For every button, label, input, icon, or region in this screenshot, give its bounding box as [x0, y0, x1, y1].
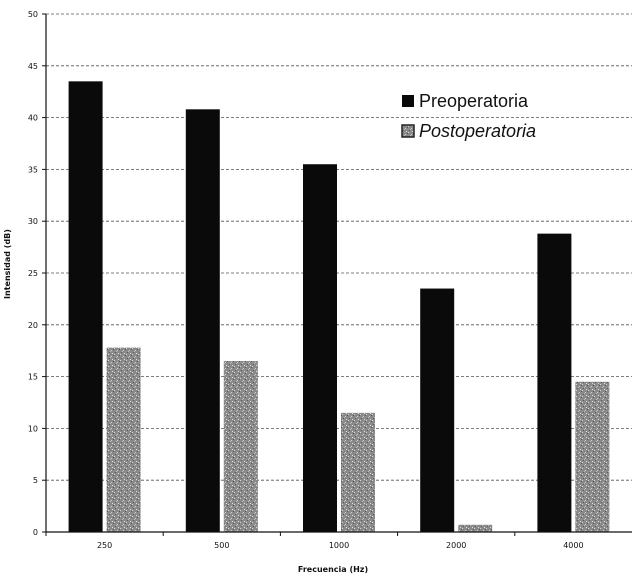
bar-postoperatoria-250: [106, 347, 141, 532]
y-tick-label: 50: [28, 10, 38, 19]
y-axis-title: Intensidad (dB): [3, 229, 12, 299]
bar-postoperatoria-2000: [458, 524, 493, 532]
bar-preoperatoria-1000: [303, 164, 337, 532]
bar-postoperatoria-4000: [575, 381, 610, 532]
x-tick-label: 1000: [329, 541, 349, 550]
bars: [68, 81, 610, 532]
x-axis-title: Frecuencia (Hz): [298, 565, 368, 574]
x-tick-labels: 250 500 1000 2000 4000: [45, 532, 584, 550]
legend-label-postoperatoria: Postoperatoria: [419, 121, 536, 141]
y-tick-label: 45: [28, 62, 38, 71]
bar-preoperatoria-4000: [537, 233, 572, 532]
y-tick-label: 25: [28, 269, 38, 278]
x-tick-label: 4000: [563, 541, 583, 550]
x-tick-label: 250: [97, 541, 112, 550]
bar-preoperatoria-250: [68, 81, 103, 532]
y-tick-labels: 0 5 10 15 20 25 30 35 40 45 50: [28, 10, 46, 537]
y-tick-label: 0: [33, 528, 38, 537]
bar-preoperatoria-500: [185, 109, 220, 532]
bar-postoperatoria-1000: [341, 412, 375, 532]
legend: Preoperatoria Postoperatoria: [401, 91, 536, 141]
x-tick-label: 2000: [446, 541, 466, 550]
legend-label-preoperatoria: Preoperatoria: [419, 91, 529, 111]
y-tick-label: 35: [28, 165, 38, 174]
bar-postoperatoria-500: [223, 361, 258, 532]
x-tick-label: 500: [214, 541, 229, 550]
bar-preoperatoria-2000: [420, 288, 455, 532]
legend-swatch-postoperatoria: [401, 124, 415, 138]
y-tick-label: 10: [28, 424, 38, 433]
gridlines: [46, 13, 632, 481]
y-tick-label: 5: [33, 476, 38, 485]
legend-swatch-preoperatoria: [402, 95, 414, 107]
y-tick-label: 15: [28, 373, 38, 382]
y-tick-label: 40: [28, 114, 38, 123]
y-tick-label: 30: [28, 217, 38, 226]
y-tick-label: 20: [28, 321, 38, 330]
